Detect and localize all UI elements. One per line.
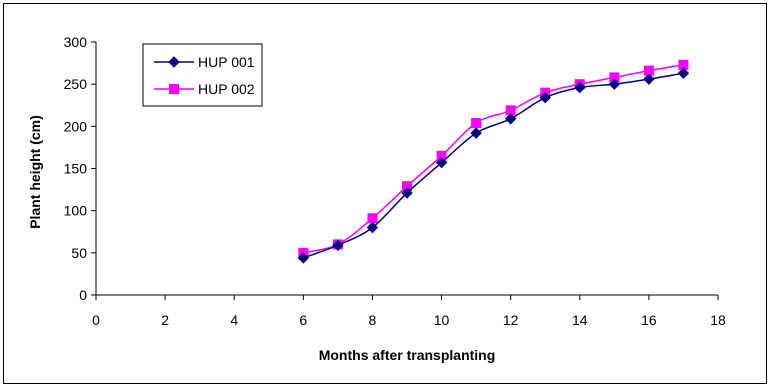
data-point [574,81,586,94]
data-point [297,252,310,264]
data-point [643,73,655,85]
tick-labels: 0 50 100 150 200 250 300 0 2 4 6 8 10 12 14 16 18 [64,34,726,328]
y-tick-label: 0 [79,287,87,303]
legend: HUP 001 HUP 002 [142,43,263,107]
x-tick-label: 12 [503,312,519,328]
y-tick-label: 100 [64,203,88,219]
x-tick-label: 8 [369,312,377,328]
x-tick-label: 6 [299,312,307,328]
chart-frame [3,3,767,384]
data-point [470,127,482,139]
data-point [608,78,621,90]
x-tick-label: 0 [92,312,100,328]
legend-label: HUP 002 [198,81,255,97]
legend-box [142,43,263,107]
data-point [332,239,344,251]
legend-swatch-marker [168,56,180,68]
x-tick-label: 16 [641,312,657,328]
data-point [401,187,413,199]
x-tick-label: 18 [710,312,726,328]
data-point [366,221,379,234]
series-hup-001 [297,67,690,264]
x-tick-label: 14 [572,312,588,328]
x-axis-title: Months after transplanting [319,347,496,363]
x-tick-label: 4 [230,312,238,328]
axes [91,41,719,300]
y-tick-label: 300 [64,34,88,50]
y-tick-label: 150 [64,161,88,177]
data-point [367,213,378,224]
series-layer [297,59,690,264]
data-point [677,67,690,79]
legend-entry: HUP 001 [154,54,255,70]
y-tick-label: 50 [71,245,87,261]
data-point [504,113,517,125]
legend-label: HUP 001 [198,54,255,70]
y-tick-label: 250 [64,76,88,92]
legend-entry: HUP 002 [154,81,255,97]
x-tick-label: 2 [161,312,169,328]
legend-swatch-marker [169,84,179,94]
y-axis-title: Plant height (cm) [27,115,43,229]
series-line [303,64,684,254]
data-point [435,156,448,169]
y-tick-label: 200 [64,118,88,134]
data-point [471,117,482,128]
x-tick-label: 10 [434,312,450,328]
series-hup-002 [298,59,689,258]
data-point [539,91,551,104]
series-line [303,72,684,259]
